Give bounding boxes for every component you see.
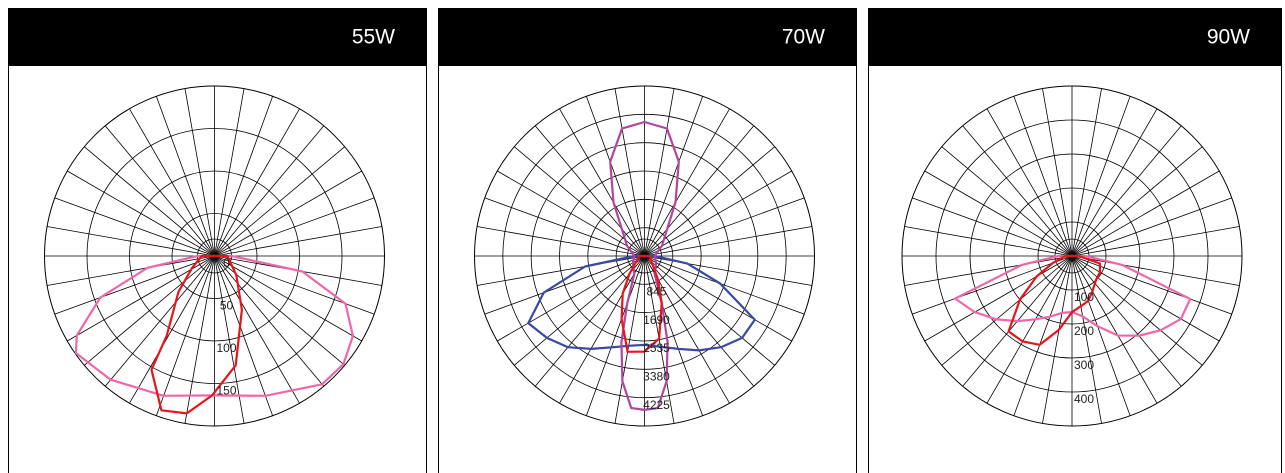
spoke (1071, 255, 1102, 424)
spoke (941, 255, 1073, 366)
distribution-curve (74, 254, 354, 397)
grid-ring (1037, 221, 1107, 291)
spoke (912, 255, 1073, 315)
spoke (1071, 255, 1158, 404)
panel-title: 90W (1207, 26, 1250, 49)
grid-ring (969, 153, 1175, 359)
spoke (1071, 255, 1131, 416)
spoke (1071, 255, 1240, 286)
spoke (1071, 108, 1158, 257)
panel-title: 70W (782, 26, 825, 49)
spoke (924, 255, 1073, 342)
spoke (924, 170, 1073, 257)
r-tick-label: 400 (1074, 392, 1094, 406)
outer-ring (474, 85, 815, 427)
spoke (904, 226, 1073, 257)
spoke (912, 197, 1073, 257)
panel: 90W 100 200 300 400 (868, 8, 1282, 473)
r-tick-label: 0 (223, 256, 230, 270)
r-tick-label: 3380 (643, 370, 670, 384)
grid-ring (171, 213, 258, 299)
r-tick-label: 100 (1074, 290, 1094, 304)
distribution-curve (150, 254, 243, 415)
spoke (1071, 255, 1220, 342)
distribution-curve (609, 120, 680, 411)
r-tick-label: 4225 (643, 398, 670, 412)
spoke (1042, 88, 1073, 257)
r-tick-label: 100 (216, 341, 236, 355)
outer-ring (44, 85, 385, 427)
spoke (1013, 255, 1073, 416)
grid-ring (935, 119, 1209, 393)
spoke (941, 146, 1073, 257)
spoke (1071, 255, 1182, 387)
spoke (1071, 255, 1232, 315)
spoke (986, 255, 1073, 404)
spoke (1071, 170, 1220, 257)
distribution-curve (954, 254, 1192, 337)
panel-header (868, 8, 1282, 66)
panel-header (8, 8, 427, 66)
grid-ring (502, 113, 787, 399)
grid-ring (587, 198, 702, 314)
spoke (1042, 255, 1073, 424)
r-tick-label: 845 (646, 285, 666, 299)
panel: 55W 0 50 100 150 (8, 8, 427, 473)
panel-title: 55W (352, 26, 395, 49)
spoke (1071, 255, 1203, 366)
distribution-curve (1007, 254, 1102, 346)
panel: 70W 845 1690 2535 3380 4225 (438, 8, 857, 473)
spoke (1013, 96, 1073, 257)
r-tick-label: 150 (216, 384, 236, 398)
grid-ring (86, 128, 343, 384)
r-tick-label: 200 (1074, 324, 1094, 338)
r-tick-label: 50 (220, 299, 234, 313)
distribution-curve (620, 254, 663, 353)
outer-ring (901, 85, 1243, 427)
spoke (1071, 197, 1232, 257)
grid-ring (530, 142, 759, 370)
spoke (1071, 146, 1203, 257)
inner-ring (627, 238, 662, 274)
spoke (1071, 226, 1240, 257)
grid-ring (1003, 187, 1141, 325)
spoke (904, 255, 1073, 286)
spoke (1071, 88, 1102, 257)
r-tick-label: 300 (1074, 358, 1094, 372)
spoke (986, 108, 1073, 257)
spoke (962, 125, 1073, 257)
spoke (1071, 125, 1182, 257)
spoke (1071, 96, 1131, 257)
r-tick-label: 2535 (643, 341, 670, 355)
grid-ring (615, 227, 674, 285)
r-tick-label: 1690 (643, 313, 670, 327)
grid-ring (129, 170, 300, 342)
grid-ring (559, 170, 730, 342)
panel-header (438, 8, 857, 66)
